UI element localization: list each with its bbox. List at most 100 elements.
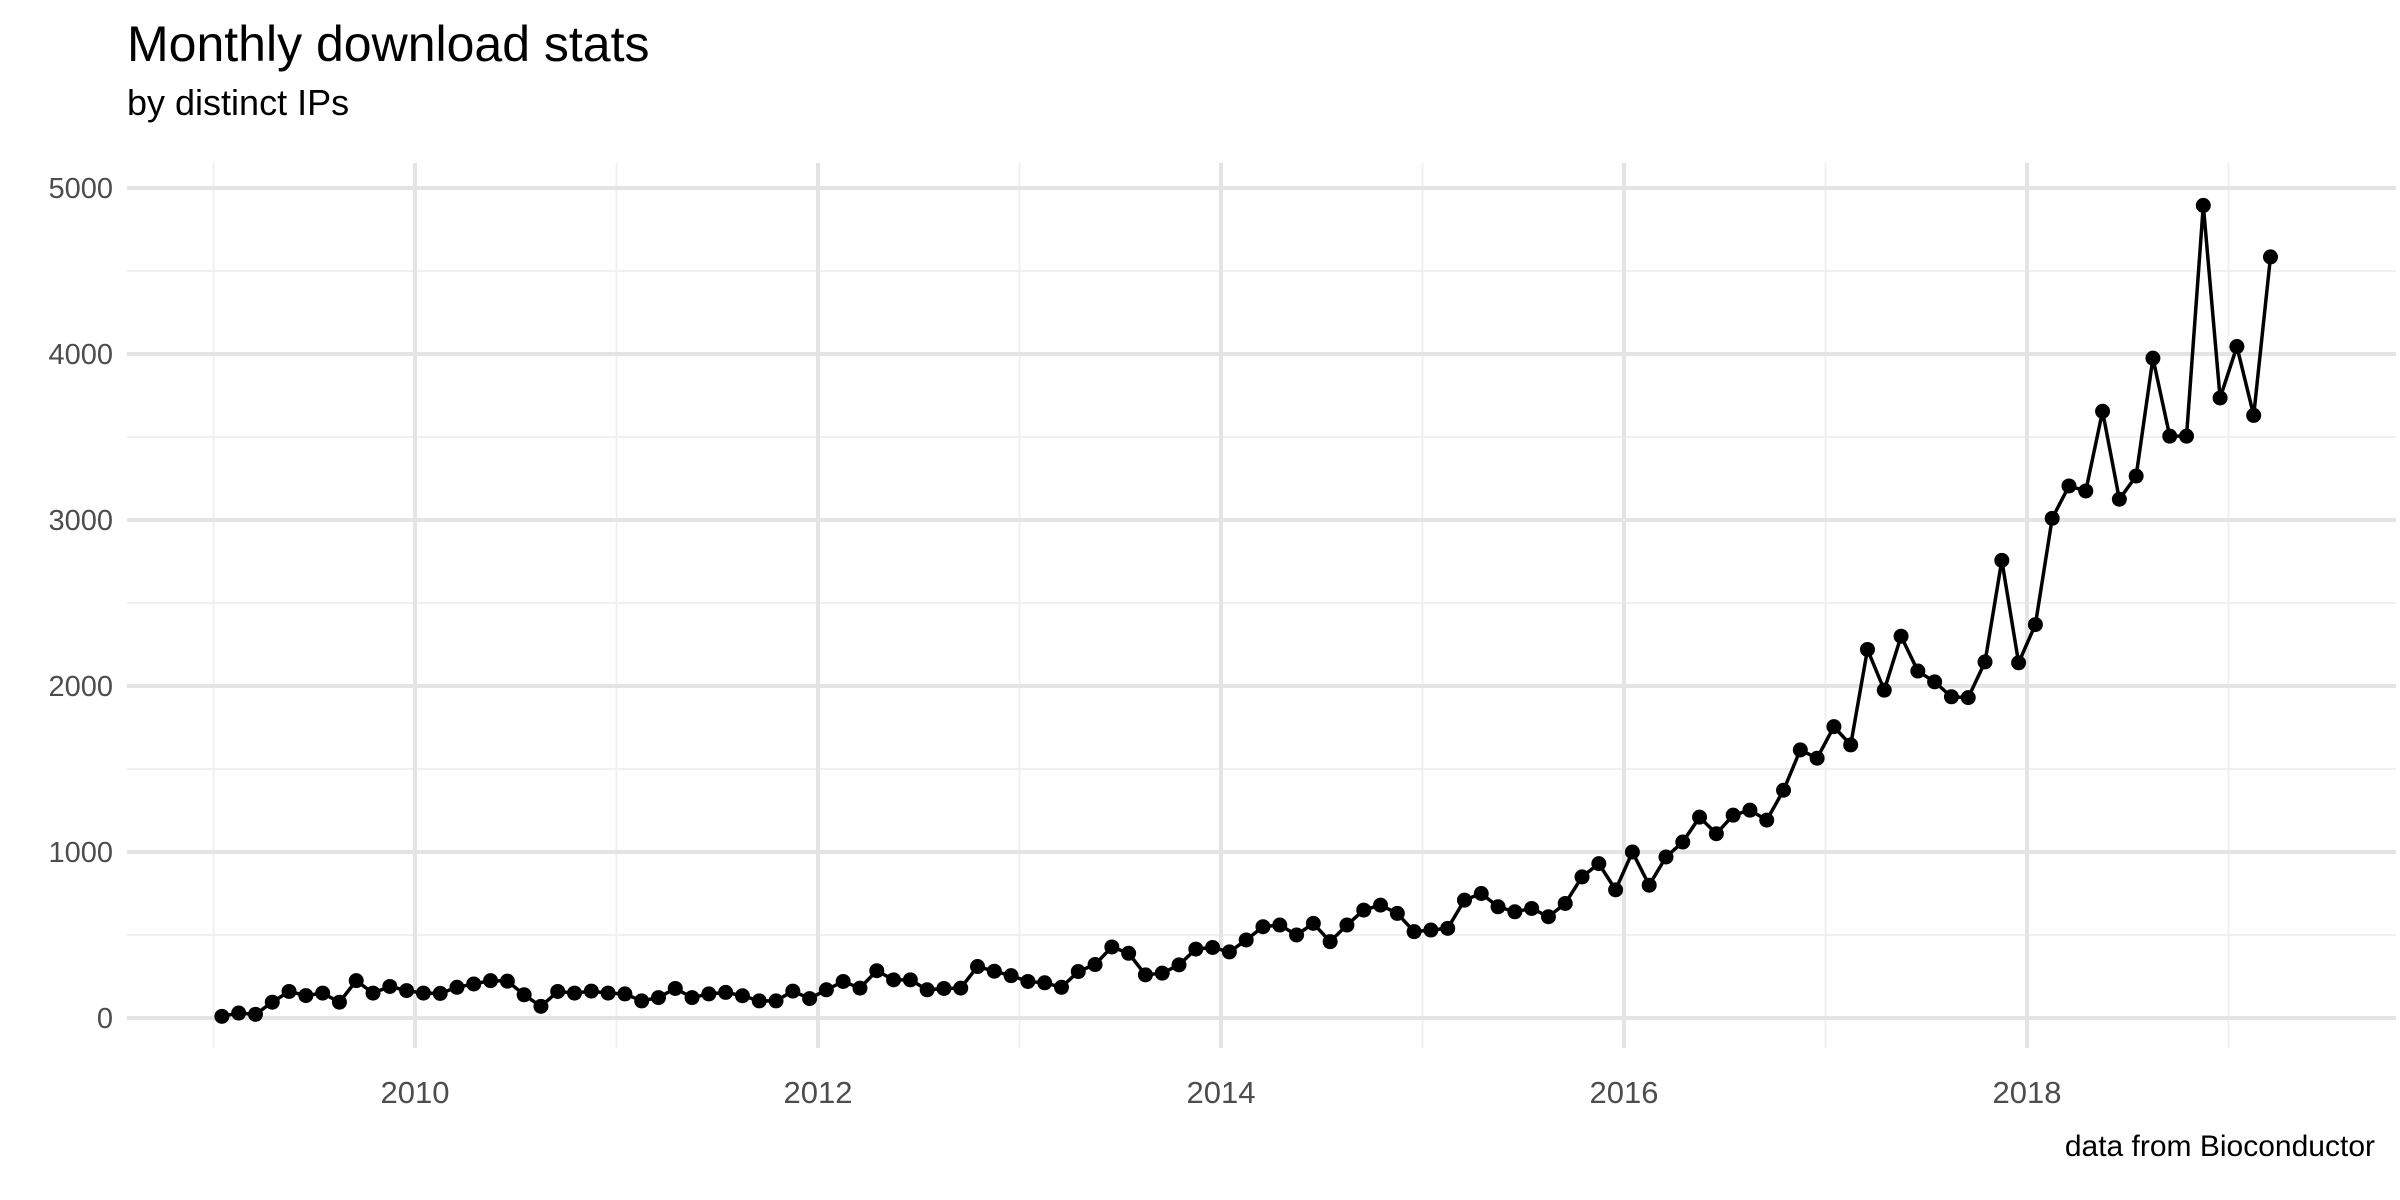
x-axis-tick-label: 2018 [1993,1075,2062,1110]
data-point [1943,689,1959,705]
data-point [953,980,969,996]
data-point [2027,617,2043,633]
data-point [264,994,280,1010]
data-point [1490,899,1506,915]
data-point [1624,844,1640,860]
data-point [2061,478,2077,494]
y-axis-tick-label: 1000 [48,837,113,869]
data-point [365,985,381,1001]
data-point [2246,407,2262,423]
data-point [1003,968,1019,984]
data-point [1994,552,2010,568]
y-axis-tick-label: 4000 [48,339,113,371]
x-axis-tick-label: 2016 [1590,1075,1659,1110]
data-point [2229,339,2245,355]
data-point [382,978,398,994]
data-point [1608,882,1624,898]
x-axis-tick-label: 2014 [1187,1075,1256,1110]
data-point [432,985,448,1001]
data-point [1456,892,1472,908]
data-point [734,988,750,1004]
data-point [634,993,650,1009]
data-point [1423,922,1439,938]
data-point [1188,941,1204,957]
data-point [499,973,515,989]
data-point [1742,802,1758,818]
data-point [600,985,616,1001]
data-point [650,990,666,1006]
data-point [1524,900,1540,916]
data-point [583,983,599,999]
data-point [533,998,549,1014]
data-point [1540,909,1556,925]
data-point [1020,973,1036,989]
data-point [2262,249,2278,265]
data-point [331,994,347,1010]
data-point [1692,809,1708,825]
data-point [1977,654,1993,670]
y-axis-tick-label: 5000 [48,173,113,205]
data-point [1591,856,1607,872]
data-point [2179,428,2195,444]
data-point [1087,957,1103,973]
data-point [701,986,717,1002]
data-point [1171,957,1187,973]
data-point [315,985,331,1001]
data-point [869,963,885,979]
data-point [970,959,986,975]
data-point [1574,869,1590,885]
data-point [1725,807,1741,823]
data-point [2145,350,2161,366]
data-point [1641,877,1657,893]
data-point [1154,965,1170,981]
data-point [214,1008,230,1024]
data-point [1776,782,1792,798]
data-point [1708,826,1724,842]
data-point [1121,945,1137,961]
data-point [802,991,818,1007]
data-point [2128,468,2144,484]
data-point [550,983,566,999]
y-axis-tick-label: 3000 [48,505,113,537]
data-point [667,980,683,996]
data-point [751,993,767,1009]
data-point [835,973,851,989]
data-point [1104,939,1120,955]
data-point [768,993,784,1009]
data-point [399,983,415,999]
data-point [348,973,364,989]
data-point [718,984,734,1000]
data-point [449,979,465,995]
data-point [1440,920,1456,936]
data-point [617,986,633,1002]
data-point [1893,628,1909,644]
data-point [2162,428,2178,444]
data-point [2111,491,2127,507]
data-point [1759,812,1775,828]
data-point [1053,979,1069,995]
data-point [231,1005,247,1021]
data-point [902,972,918,988]
data-point [1859,641,1875,657]
series-line [221,205,2273,1019]
y-axis-tick-label: 0 [97,1003,113,1035]
y-axis-tick-label: 2000 [48,671,113,703]
data-point [1205,939,1221,955]
data-point [1373,897,1389,913]
data-point [298,988,314,1004]
data-point [415,985,431,1001]
chart-subtitle: by distinct IPs [127,82,350,123]
data-point [281,983,297,999]
data-point [886,972,902,988]
data-point [466,976,482,992]
data-point [1826,719,1842,735]
data-point [919,982,935,998]
data-point [1792,742,1808,758]
data-point [1070,964,1086,980]
data-point [483,973,499,989]
data-point [1322,934,1338,950]
x-axis-tick-label: 2012 [784,1075,853,1110]
x-axis-tick-label: 2010 [381,1075,450,1110]
data-point [2078,483,2094,499]
